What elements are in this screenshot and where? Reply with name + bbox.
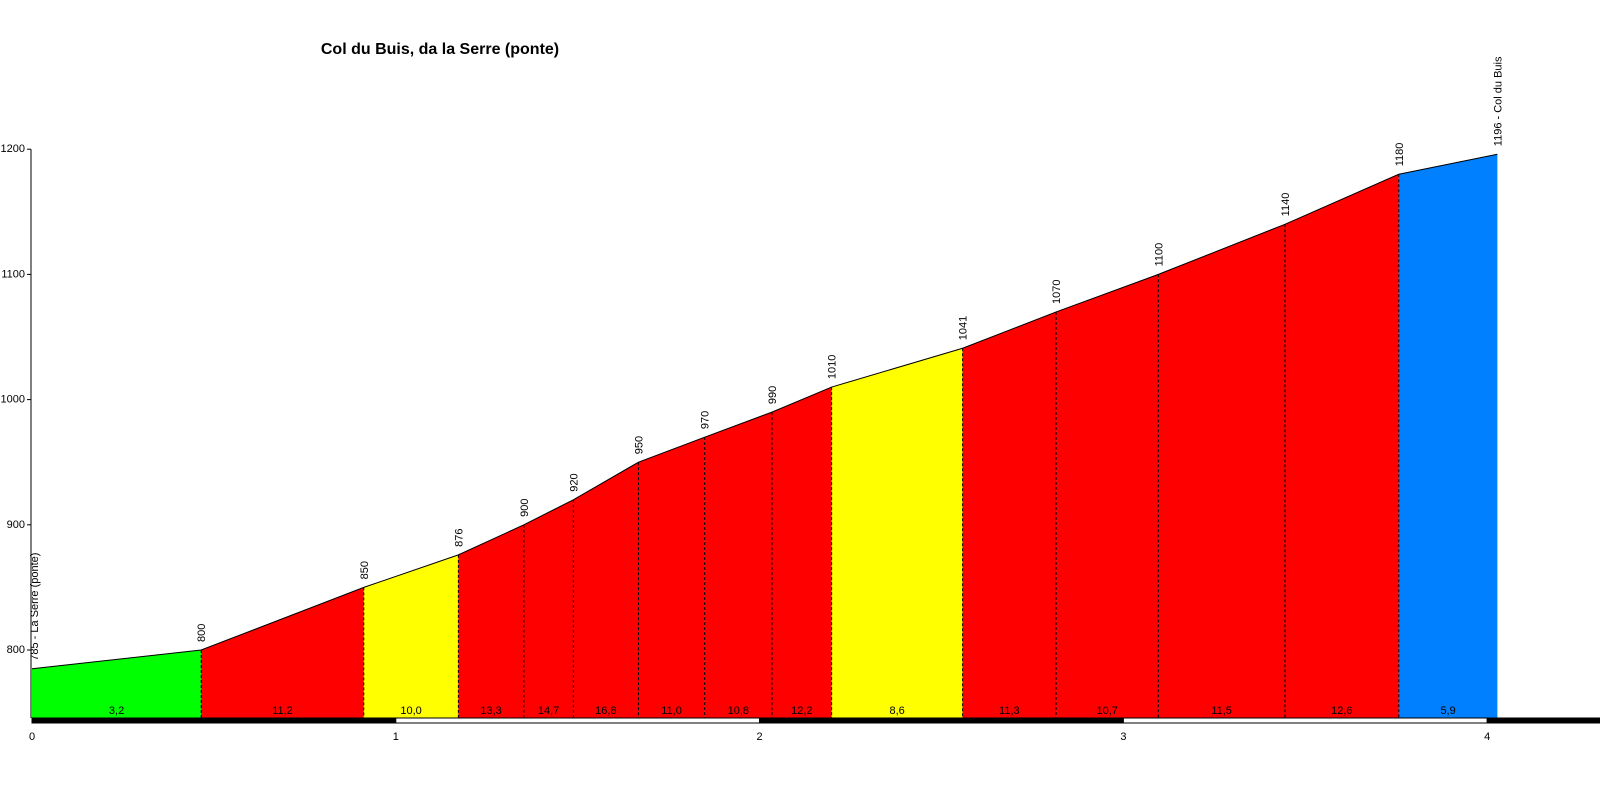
altitude-label: 950	[633, 436, 645, 454]
y-tick-label: 1200	[1, 143, 25, 155]
segment-area	[831, 348, 963, 718]
gradient-label: 11,5	[1211, 705, 1232, 717]
altitude-label: 1180	[1394, 143, 1406, 167]
y-tick-label: 900	[7, 519, 25, 531]
gradient-label: 5,9	[1440, 705, 1455, 717]
altitude-label: 800	[196, 624, 208, 642]
y-tick-label: 800	[7, 644, 25, 656]
altitude-label: 1041	[958, 316, 970, 340]
segment-area	[1056, 274, 1159, 718]
y-tick-label: 1100	[1, 268, 25, 280]
gradient-label: 10,8	[728, 705, 749, 717]
segment-area	[573, 462, 639, 718]
gradient-label: 12,2	[791, 705, 812, 717]
segment-area	[638, 437, 705, 718]
altitude-label: 990	[767, 386, 779, 404]
segment-area	[771, 387, 832, 718]
altitude-label: 970	[700, 411, 712, 429]
x-tick-label: 2	[757, 731, 763, 743]
summit-label: 1196 - Col du Buis	[1492, 56, 1504, 146]
gradient-label: 16,8	[595, 705, 616, 717]
altitude-label: 1010	[827, 355, 839, 379]
gradient-label: 10,0	[400, 705, 421, 717]
chart-title: Col du Buis, da la Serre (ponte)	[321, 41, 559, 58]
x-axis-band	[1486, 717, 1600, 724]
gradient-label: 11,0	[661, 705, 682, 717]
altitude-label: 920	[568, 473, 580, 491]
x-axis-band	[31, 717, 397, 724]
altitude-label: 850	[359, 561, 371, 579]
x-tick-label: 0	[29, 731, 35, 743]
gradient-label: 11,2	[272, 705, 293, 717]
gradient-label: 13,3	[480, 705, 501, 717]
segment-area	[32, 650, 202, 718]
x-tick-label: 3	[1120, 731, 1126, 743]
segment-area	[1398, 154, 1498, 718]
x-axis: 0 1 2 3 4	[29, 717, 1600, 743]
gradient-label: 8,6	[889, 705, 904, 717]
segment-area	[363, 554, 459, 718]
x-axis-band	[395, 717, 761, 724]
segment-area	[1158, 224, 1285, 718]
gradient-label: 14,7	[538, 705, 559, 717]
segment-area	[704, 412, 772, 718]
y-axis: 800 900 1000 1100 1200	[1, 143, 32, 718]
altitude-label: 1070	[1051, 279, 1063, 303]
gradient-label: 3,2	[109, 705, 124, 717]
gradient-label: 11,3	[999, 705, 1020, 717]
profile-segments	[32, 154, 1498, 719]
segment-area	[523, 499, 574, 718]
altitude-label: 876	[453, 528, 465, 546]
segment-dividers	[200, 174, 1400, 718]
x-axis-band	[759, 717, 1124, 724]
altitude-labels: 785 - La Serre (ponte) 800 850 876 900 920 950…	[29, 56, 1504, 661]
x-tick-label: 1	[393, 731, 399, 743]
x-axis-band	[1122, 717, 1488, 724]
altitude-label: 1100	[1153, 243, 1165, 267]
segment-area	[1284, 174, 1399, 719]
profile-outline	[31, 153, 1498, 670]
altitude-label: 900	[519, 498, 531, 516]
segment-area	[201, 587, 364, 718]
segment-area	[458, 524, 524, 718]
gradient-label: 12,6	[1331, 705, 1352, 717]
gradient-labels: 3,2 11,2 10,0 13,3 14,7 16,8 11,0 10,8 12,2 8,6 11…	[109, 705, 1456, 717]
start-label: 785 - La Serre (ponte)	[29, 553, 41, 661]
x-tick-label: 4	[1484, 731, 1490, 743]
altitude-label: 1140	[1280, 193, 1292, 217]
profile-line	[31, 153, 1498, 670]
gradient-label: 10,7	[1097, 705, 1118, 717]
y-tick-label: 1000	[1, 394, 25, 406]
segment-area	[962, 311, 1057, 718]
